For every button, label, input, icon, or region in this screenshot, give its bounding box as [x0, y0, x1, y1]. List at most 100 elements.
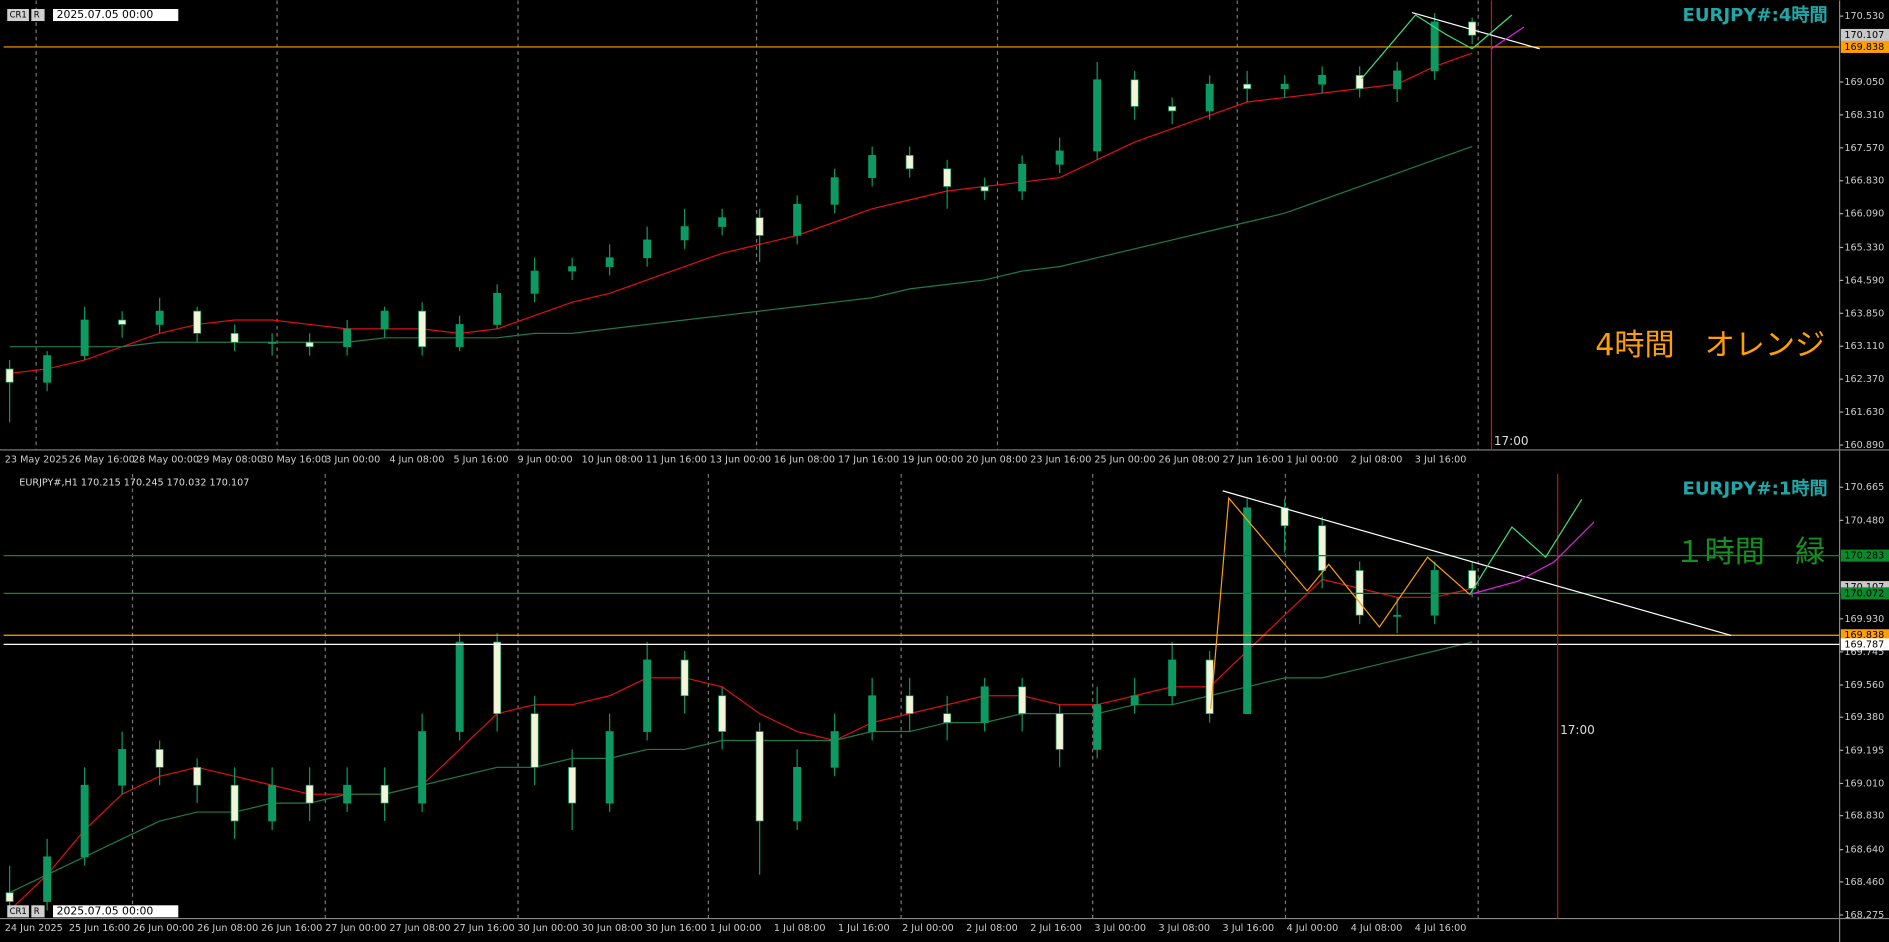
x-tick-label: 4 Jul 08:00	[1351, 923, 1403, 934]
candle-body	[530, 713, 539, 768]
candle-body	[1393, 614, 1402, 617]
candle-body	[680, 659, 689, 697]
candle-body	[530, 270, 539, 294]
x-tick-label: 26 Jun 00:00	[133, 923, 194, 934]
candle-body	[718, 695, 727, 732]
button-label: R	[34, 10, 40, 20]
y-tick-label: 160.890	[1844, 440, 1884, 451]
candle-body	[1018, 686, 1027, 715]
candle-body	[1093, 79, 1102, 152]
x-tick-label: 13 Jun 00:00	[710, 455, 771, 466]
date-box	[53, 8, 179, 22]
y-tick-label: 169.050	[1844, 77, 1884, 88]
candle-body	[455, 324, 464, 348]
x-tick-label: 23 May 2025	[5, 455, 68, 466]
candle-body	[943, 713, 952, 723]
candle-body	[943, 168, 952, 187]
candle-body	[980, 186, 989, 192]
moving-average	[9, 641, 1473, 894]
candle-body	[1168, 106, 1177, 112]
candle-body	[568, 766, 577, 804]
price-label: 169.838	[1844, 42, 1884, 53]
x-tick-label: 27 Jun 08:00	[389, 923, 450, 934]
candle-body	[380, 784, 389, 804]
button[interactable]	[7, 8, 29, 22]
candle-body	[343, 328, 352, 348]
y-tick-label: 169.380	[1844, 712, 1884, 723]
candle-body	[793, 766, 802, 822]
candle-body	[455, 641, 464, 732]
candle-body	[1318, 525, 1327, 571]
y-tick-label: 168.310	[1844, 110, 1884, 121]
x-tick-label: 16 Jun 08:00	[774, 455, 835, 466]
x-tick-label: 4 Jul 00:00	[1287, 923, 1339, 934]
candle-body	[418, 310, 427, 348]
x-tick-label: 26 Jun 08:00	[1158, 455, 1219, 466]
x-tick-label: 30 Jun 08:00	[582, 923, 643, 934]
candle-body	[830, 731, 839, 768]
x-tick-label: 24 Jun 2025	[5, 923, 63, 934]
x-tick-label: 30 Jun 00:00	[518, 923, 579, 934]
y-tick-label: 169.930	[1844, 614, 1884, 625]
candle-body	[755, 217, 764, 236]
candle-body	[793, 203, 802, 236]
x-tick-label: 26 Jun 16:00	[261, 923, 322, 934]
x-tick-label: 2 Jul 16:00	[1030, 923, 1082, 934]
y-tick-label: 162.370	[1844, 374, 1884, 385]
x-tick-label: 17 Jun 16:00	[838, 455, 899, 466]
y-tick-label: 164.590	[1844, 275, 1884, 286]
x-tick-label: 4 Jul 16:00	[1415, 923, 1467, 934]
candle-body	[1205, 83, 1214, 112]
candle-body	[493, 641, 502, 715]
candle-body	[155, 310, 164, 325]
candle-body	[605, 257, 614, 267]
candle-body	[230, 784, 239, 822]
y-tick-label: 169.745	[1844, 647, 1884, 658]
candle-body	[905, 155, 914, 170]
candle-body	[755, 731, 764, 822]
candle-body	[155, 749, 164, 768]
candle-body	[1130, 79, 1139, 107]
y-tick-label: 169.560	[1844, 680, 1884, 691]
candle-body	[1393, 70, 1402, 90]
x-tick-label: 19 Jun 00:00	[902, 455, 963, 466]
candle-body	[230, 332, 239, 343]
y-tick-label: 161.630	[1844, 407, 1884, 418]
x-tick-label: 1 Jul 08:00	[774, 923, 826, 934]
x-tick-label: 1 Jul 00:00	[710, 923, 762, 934]
x-tick-label: 30 Jun 16:00	[646, 923, 707, 934]
moving-average	[9, 145, 1473, 348]
button[interactable]	[31, 905, 45, 918]
chart-title: EURJPY#:1時間	[1683, 479, 1828, 500]
candle-body	[1130, 695, 1139, 706]
x-tick-label: 3 Jul 08:00	[1158, 923, 1210, 934]
price-label: 170.072	[1844, 588, 1884, 599]
button[interactable]	[31, 8, 45, 22]
y-tick-label: 166.830	[1844, 176, 1884, 187]
candle-body	[380, 310, 389, 330]
x-tick-label: 11 Jun 16:00	[646, 455, 707, 466]
candle-body	[343, 784, 352, 804]
x-tick-label: 3 Jun 00:00	[325, 455, 380, 466]
x-tick-label: 30 May 16:00	[261, 455, 327, 466]
candle-body	[1055, 713, 1064, 750]
button[interactable]	[7, 905, 29, 918]
x-tick-label: 28 May 00:00	[133, 455, 199, 466]
x-tick-label: 1 Jul 16:00	[838, 923, 890, 934]
x-tick-label: 25 Jun 00:00	[1094, 455, 1155, 466]
annotation: １時間 緑	[1675, 535, 1826, 570]
time-marker: 17:00	[1494, 434, 1529, 448]
x-tick-label: 2 Jul 08:00	[966, 923, 1018, 934]
price-label-box	[1840, 40, 1889, 53]
y-tick-label: 168.460	[1844, 877, 1884, 888]
candle-body	[1055, 150, 1064, 165]
y-tick-label: 170.480	[1844, 515, 1884, 526]
date-label: 2025.07.05 00:00	[57, 904, 154, 917]
candle-body	[5, 368, 14, 383]
date-box	[53, 905, 179, 918]
x-tick-label: 3 Jul 00:00	[1094, 923, 1146, 934]
x-tick-label: 3 Jul 16:00	[1415, 455, 1467, 466]
trend-line	[1222, 490, 1732, 637]
